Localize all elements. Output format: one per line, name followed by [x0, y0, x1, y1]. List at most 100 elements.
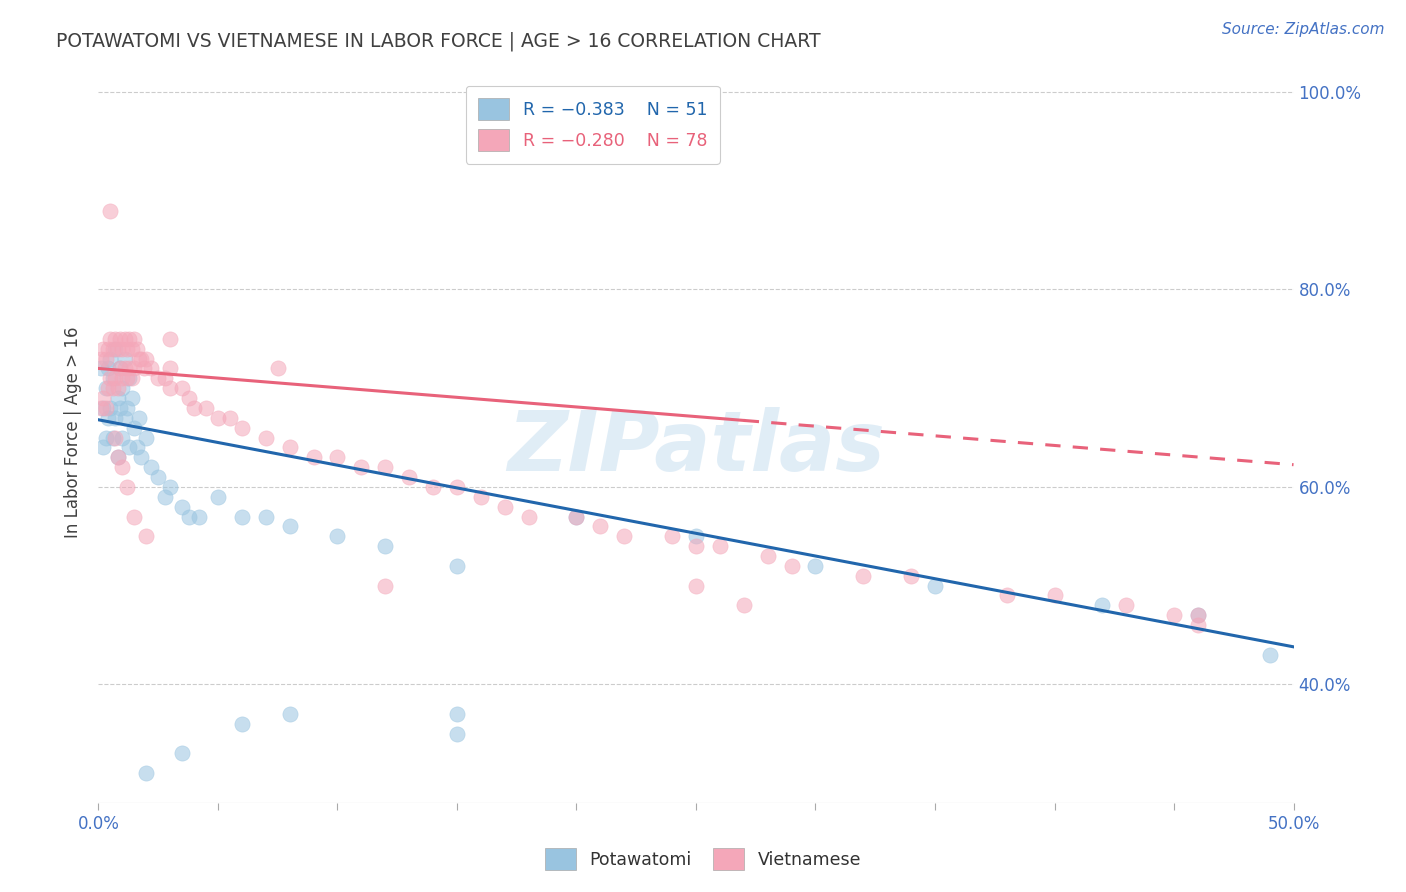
Point: [108, 361, 131, 376]
Point: [1115, 599, 1137, 613]
Point: [685, 579, 707, 593]
Point: [118, 361, 141, 376]
Point: [159, 381, 181, 395]
Point: [374, 579, 396, 593]
Point: [613, 529, 636, 543]
Point: [1043, 589, 1066, 603]
Point: [94, 431, 117, 445]
Point: [101, 342, 124, 356]
Point: [207, 410, 229, 425]
Point: [135, 351, 157, 366]
Point: [128, 351, 150, 366]
Point: [94, 351, 117, 366]
Point: [278, 706, 301, 721]
Point: [159, 480, 181, 494]
Point: [107, 381, 129, 395]
Point: [326, 529, 349, 543]
Point: [1187, 618, 1209, 632]
Point: [97, 342, 120, 356]
Point: [94, 401, 117, 415]
Point: [187, 509, 209, 524]
Point: [115, 401, 138, 415]
Point: [125, 441, 148, 455]
Point: [91, 401, 114, 415]
Point: [446, 480, 468, 494]
Point: [91, 391, 114, 405]
Point: [115, 342, 138, 356]
Point: [374, 539, 396, 553]
Point: [98, 401, 122, 415]
Point: [278, 519, 301, 533]
Point: [111, 460, 134, 475]
Point: [91, 342, 114, 356]
Point: [661, 529, 683, 543]
Point: [132, 361, 155, 376]
Point: [195, 401, 218, 415]
Point: [804, 558, 827, 573]
Point: [101, 431, 124, 445]
Point: [111, 431, 134, 445]
Point: [685, 529, 707, 543]
Point: [139, 460, 162, 475]
Point: [107, 450, 129, 465]
Point: [135, 766, 157, 780]
Point: [108, 401, 131, 415]
Point: [118, 371, 141, 385]
Point: [254, 431, 277, 445]
Point: [104, 342, 127, 356]
Point: [1187, 608, 1209, 623]
Point: [94, 381, 117, 395]
Point: [124, 420, 146, 434]
Point: [278, 441, 301, 455]
Legend: R = −0.383    N = 51, R = −0.280    N = 78: R = −0.383 N = 51, R = −0.280 N = 78: [465, 86, 720, 163]
Point: [115, 480, 138, 494]
Point: [1187, 608, 1209, 623]
Point: [179, 391, 201, 405]
Point: [179, 509, 201, 524]
Point: [121, 342, 143, 356]
Point: [98, 351, 122, 366]
Point: [733, 599, 755, 613]
Point: [148, 470, 170, 484]
Point: [139, 361, 162, 376]
Text: Source: ZipAtlas.com: Source: ZipAtlas.com: [1222, 22, 1385, 37]
Point: [104, 410, 127, 425]
Point: [1163, 608, 1185, 623]
Point: [148, 371, 170, 385]
Point: [219, 410, 242, 425]
Text: POTAWATOMI VS VIETNAMESE IN LABOR FORCE | AGE > 16 CORRELATION CHART: POTAWATOMI VS VIETNAMESE IN LABOR FORCE …: [56, 31, 821, 51]
Point: [159, 332, 181, 346]
Point: [1258, 648, 1281, 662]
Point: [124, 332, 146, 346]
Point: [104, 332, 127, 346]
Point: [565, 509, 588, 524]
Point: [114, 361, 136, 376]
Point: [231, 420, 253, 434]
Point: [155, 490, 177, 504]
Point: [107, 342, 129, 356]
Point: [125, 342, 148, 356]
Point: [374, 460, 396, 475]
Legend: Potawatomi, Vietnamese: Potawatomi, Vietnamese: [536, 839, 870, 879]
Point: [118, 332, 141, 346]
Point: [172, 381, 194, 395]
Point: [780, 558, 803, 573]
Point: [111, 342, 134, 356]
Point: [446, 727, 468, 741]
Point: [131, 351, 153, 366]
Point: [155, 371, 177, 385]
Point: [114, 351, 136, 366]
Point: [852, 568, 875, 582]
Point: [709, 539, 731, 553]
Point: [128, 410, 150, 425]
Point: [104, 371, 127, 385]
Point: [1091, 599, 1114, 613]
Point: [97, 381, 120, 395]
Point: [398, 470, 420, 484]
Point: [114, 332, 136, 346]
Point: [900, 568, 922, 582]
Point: [98, 332, 122, 346]
Y-axis label: In Labor Force | Age > 16: In Labor Force | Age > 16: [65, 326, 83, 539]
Point: [90, 361, 112, 376]
Text: ZIPatlas: ZIPatlas: [508, 407, 884, 488]
